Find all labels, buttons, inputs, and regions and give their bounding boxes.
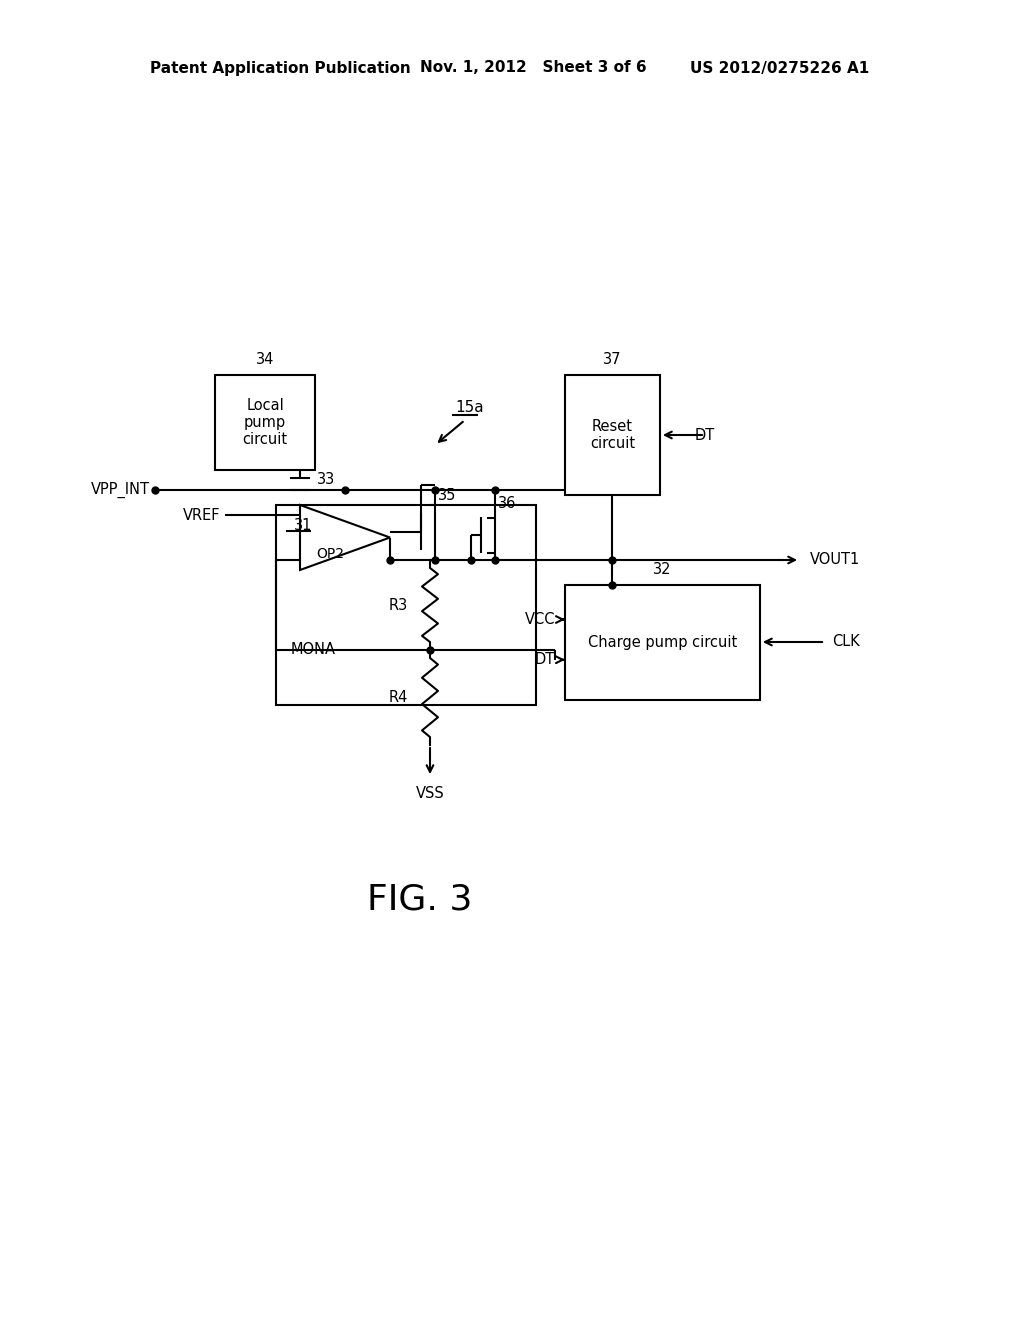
Polygon shape (300, 506, 390, 570)
Text: VPP_INT: VPP_INT (91, 482, 150, 498)
Text: US 2012/0275226 A1: US 2012/0275226 A1 (690, 61, 869, 75)
Text: DT: DT (535, 652, 555, 667)
Text: R4: R4 (389, 690, 408, 705)
Text: 31: 31 (294, 517, 312, 532)
Text: CLK: CLK (831, 635, 860, 649)
Text: 34: 34 (256, 352, 274, 367)
Text: OP2: OP2 (316, 546, 344, 561)
Text: Patent Application Publication: Patent Application Publication (150, 61, 411, 75)
Text: VSS: VSS (416, 785, 444, 800)
Text: VREF: VREF (182, 507, 220, 523)
Text: R3: R3 (389, 598, 408, 612)
Text: MONA: MONA (291, 643, 336, 657)
Text: Reset
circuit: Reset circuit (590, 418, 635, 451)
Text: 32: 32 (652, 562, 672, 578)
Text: Nov. 1, 2012   Sheet 3 of 6: Nov. 1, 2012 Sheet 3 of 6 (420, 61, 646, 75)
Text: VCC: VCC (524, 612, 555, 627)
Bar (215, 375, 315, 470)
Text: 37: 37 (603, 352, 622, 367)
Text: Charge pump circuit: Charge pump circuit (588, 635, 737, 649)
Text: 15a: 15a (455, 400, 483, 416)
Text: VOUT1: VOUT1 (810, 553, 860, 568)
Bar (276, 506, 536, 705)
Text: 36: 36 (498, 495, 516, 511)
Bar (565, 375, 660, 495)
Bar (565, 585, 760, 700)
Text: Local
pump
circuit: Local pump circuit (243, 397, 288, 447)
Text: DT: DT (694, 428, 715, 442)
Text: 35: 35 (438, 487, 457, 503)
Text: FIG. 3: FIG. 3 (368, 883, 473, 917)
Text: 33: 33 (317, 473, 335, 487)
